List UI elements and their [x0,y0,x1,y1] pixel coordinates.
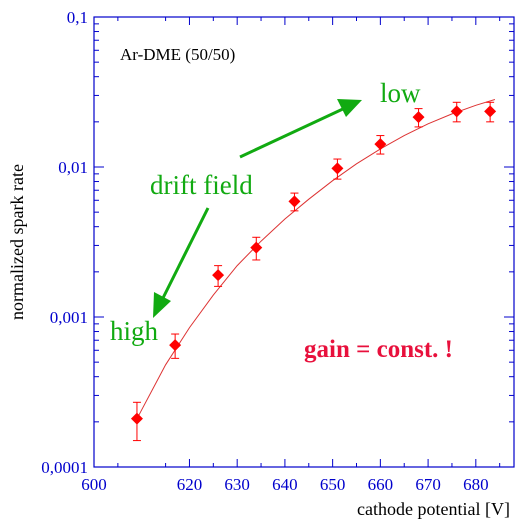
fit-curve [136,99,496,419]
data-point [288,195,301,208]
x-tick-label: 660 [368,475,394,494]
drift-arrow-down [153,207,210,318]
plot-frame [93,16,515,468]
gain-annotation: gain = const. ! [304,336,453,363]
data-point [374,138,387,151]
data-point [130,412,143,425]
legend-label: Ar-DME (50/50) [120,45,235,64]
y-ticks: 0,0001 0,001 0,01 0,1 [41,8,514,477]
y-axis-title: normalized spark rate [7,164,27,320]
y-tick-label: 0,001 [50,308,88,327]
data-point [169,339,182,352]
x-tick-label: 650 [320,475,346,494]
data-point [450,105,463,118]
data-point [331,162,344,175]
x-tick-label: 680 [463,475,489,494]
drift-field-label: drift field [150,170,253,200]
data-point [484,105,497,118]
fit-curve-group [136,99,496,419]
x-ticks: 600 620 630 640 650 660 670 680 [81,17,501,494]
x-tick-label: 640 [272,475,298,494]
data-point [212,269,225,282]
y-tick-label: 0,0001 [41,458,88,477]
data-points [130,101,497,442]
data-point [412,111,425,124]
x-axis-title: cathode potential [V] [357,499,510,519]
data-point [250,241,263,254]
y-tick-label: 0,01 [58,158,88,177]
drift-arrow-up [239,99,362,159]
x-tick-label: 600 [81,475,107,494]
high-label: high [110,316,159,346]
x-tick-label: 630 [224,475,250,494]
x-tick-label: 670 [415,475,441,494]
x-tick-label: 620 [177,475,203,494]
y-tick-label: 0,1 [67,8,88,27]
low-label: low [380,78,421,108]
